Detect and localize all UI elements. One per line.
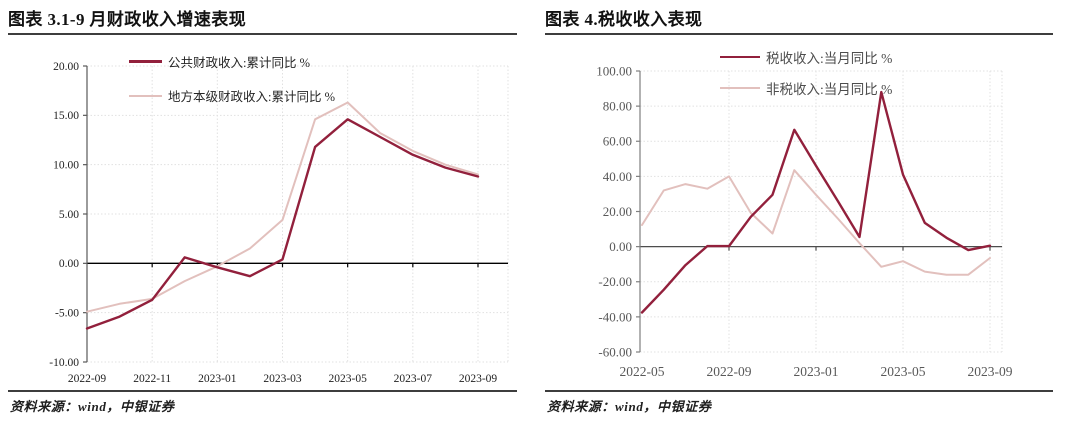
x-tick-label: 2022-05 bbox=[620, 364, 665, 379]
legend-item: 公共财政收入:累计同比 % bbox=[129, 52, 335, 71]
legend-label: 非税收入:当月同比 % bbox=[766, 82, 893, 97]
chart-title: 图表 4.税收收入表现 bbox=[545, 10, 703, 29]
series-line-0 bbox=[640, 90, 992, 314]
legend-label: 税收收入:当月同比 % bbox=[766, 51, 893, 66]
chart-title: 图表 3.1-9 月财政收入增速表现 bbox=[8, 10, 247, 29]
legend-line-sample bbox=[129, 94, 162, 97]
tax-revenue-chart: 100.00 80.00 60.00 40.00 20.00 0.00 -20.00 -40.… bbox=[596, 63, 1013, 379]
legend-item: 税收收入:当月同比 % bbox=[720, 47, 892, 67]
x-tick-label: 2022-09 bbox=[68, 373, 107, 385]
fiscal-revenue-panel: 图表 3.1-9 月财政收入增速表现 20.00 15.00 10.00 5.00 0.… bbox=[8, 10, 517, 414]
x-tick-label: 2023-09 bbox=[459, 373, 498, 385]
x-tick-label: 2023-01 bbox=[794, 364, 839, 379]
y-tick-label: 10.00 bbox=[53, 160, 79, 172]
x-tick-label: 2023-05 bbox=[328, 373, 367, 385]
y-tick-label: 15.00 bbox=[53, 110, 79, 122]
legend-label: 地方本级财政收入:累计同比 % bbox=[168, 90, 336, 104]
y-tick-label: -60.00 bbox=[598, 344, 632, 359]
legend-line-sample bbox=[720, 87, 760, 89]
chart-legend: 税收收入:当月同比 % 非税收入:当月同比 % bbox=[720, 47, 892, 98]
title-rule bbox=[8, 33, 517, 35]
y-tick-label: 20.00 bbox=[53, 61, 79, 73]
tax-revenue-panel: 图表 4.税收收入表现 100.00 80.00 60.00 40.00 20.00 0.… bbox=[540, 0, 1080, 424]
legend-item: 非税收入:当月同比 % bbox=[720, 78, 892, 98]
y-tick-label: 60.00 bbox=[603, 134, 632, 149]
x-tick-label: 2023-09 bbox=[968, 364, 1013, 379]
y-tick-label: 40.00 bbox=[603, 169, 632, 184]
fiscal-revenue-chart: 20.00 15.00 10.00 5.00 0.00 -5.00 -10.00 2022-0… bbox=[49, 61, 509, 385]
y-tick-label: -10.00 bbox=[49, 357, 79, 369]
legend-item: 地方本级财政收入:累计同比 % bbox=[129, 86, 335, 105]
y-tick-label: 5.00 bbox=[59, 209, 79, 221]
y-tick-label: -40.00 bbox=[598, 309, 632, 324]
source-note: 资料来源：wind，中银证券 bbox=[10, 399, 175, 414]
source-rule bbox=[8, 390, 517, 392]
y-tick-label: 80.00 bbox=[603, 99, 632, 114]
legend-line-sample bbox=[720, 55, 760, 59]
x-tick-label: 2022-11 bbox=[133, 373, 171, 385]
legend-line-sample bbox=[129, 60, 162, 63]
source-note: 资料来源：wind，中银证券 bbox=[547, 399, 712, 414]
legend-label: 公共财政收入:累计同比 % bbox=[168, 56, 311, 70]
y-tick-label: -20.00 bbox=[598, 274, 632, 289]
title-rule bbox=[545, 33, 1053, 35]
y-tick-label: 100.00 bbox=[596, 63, 632, 78]
x-tick-label: 2023-05 bbox=[881, 364, 926, 379]
x-tick-label: 2023-03 bbox=[263, 373, 302, 385]
source-rule bbox=[545, 390, 1053, 392]
x-tick-label: 2023-01 bbox=[198, 373, 237, 385]
x-tick-label: 2022-09 bbox=[707, 364, 752, 379]
series-line-1 bbox=[641, 169, 991, 276]
chart-legend: 公共财政收入:累计同比 % 地方本级财政收入:累计同比 % bbox=[129, 52, 335, 105]
y-tick-label: 0.00 bbox=[609, 239, 632, 254]
y-tick-label: 20.00 bbox=[603, 204, 632, 219]
y-tick-label: -5.00 bbox=[55, 308, 79, 320]
y-tick-label: 0.00 bbox=[59, 258, 79, 270]
x-tick-label: 2023-07 bbox=[394, 373, 433, 385]
series-line-0 bbox=[85, 118, 480, 330]
